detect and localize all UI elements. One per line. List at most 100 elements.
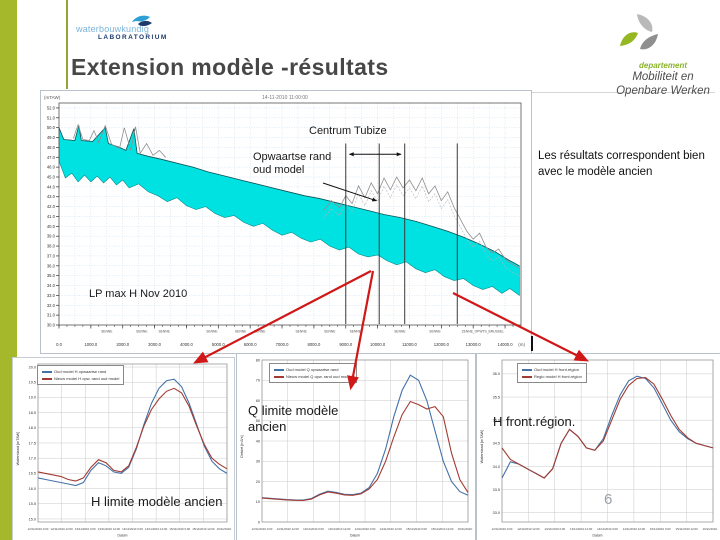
svg-text:SENNE: SENNE	[136, 330, 148, 334]
svg-text:30.0: 30.0	[47, 323, 56, 328]
svg-text:(m): (m)	[518, 342, 525, 347]
svg-text:5000.0: 5000.0	[212, 342, 225, 347]
svg-text:SENNE: SENNE	[350, 330, 362, 334]
svg-text:Datum: Datum	[350, 534, 360, 538]
svg-text:18.5: 18.5	[29, 411, 36, 415]
svg-text:34.5: 34.5	[493, 442, 500, 446]
legend: Oud model H front.région Regio model H f…	[517, 363, 587, 384]
waterbouwkundig-label: waterbouwkundig	[76, 24, 150, 34]
mow-departement-label: departement	[638, 61, 687, 70]
svg-text:Datum: Datum	[593, 534, 603, 538]
svg-text:33.5: 33.5	[493, 488, 500, 492]
svg-text:Waterstand [mTAW]: Waterstand [mTAW]	[480, 430, 484, 464]
svg-text:36.0: 36.0	[493, 372, 500, 376]
svg-text:SENNE: SENNE	[394, 330, 406, 334]
svg-text:38.0: 38.0	[47, 244, 56, 249]
mow-logo: departement Mobiliteit en Openbare Werke…	[608, 12, 718, 99]
svg-text:14000.0: 14000.0	[497, 342, 513, 347]
centrum-tubize-label: Centrum Tubize	[309, 125, 387, 137]
q-limite-chart: 12/11/2010 0:00 12/11/2010 12:00 13/11/201…	[236, 353, 476, 540]
svg-text:30: 30	[256, 460, 260, 464]
svg-text:52.0: 52.0	[47, 105, 56, 110]
page-number: 6	[604, 491, 613, 508]
main-profile-plot: 0.0 1000.0 2000.0 3000.0 4000.0 5000.0 6000.0 7…	[44, 95, 525, 347]
svg-text:12/11/2010 12:00: 12/11/2010 12:00	[50, 527, 73, 531]
svg-text:SENNE: SENNE	[254, 330, 266, 334]
svg-text:15.5: 15.5	[29, 502, 36, 506]
lp-max-label: LP max H Nov 2010	[89, 288, 188, 300]
svg-text:14/11/2010 0:00: 14/11/2010 0:00	[597, 527, 618, 531]
svg-text:50: 50	[256, 419, 260, 423]
svg-text:10: 10	[256, 500, 260, 504]
svg-text:ZENNE_OPWTS_BRUSSEL: ZENNE_OPWTS_BRUSSEL	[462, 330, 504, 334]
svg-text:80: 80	[256, 358, 260, 362]
svg-text:13/11/2010 0:00: 13/11/2010 0:00	[303, 527, 324, 531]
h-limite-label: H limite modèle ancien	[91, 494, 223, 509]
svg-text:39.0: 39.0	[47, 234, 56, 239]
svg-text:7000.0: 7000.0	[276, 342, 289, 347]
svg-text:14/11/2010 12:00: 14/11/2010 12:00	[380, 527, 403, 531]
svg-text:31.0: 31.0	[47, 313, 56, 318]
svg-text:Datum: Datum	[118, 534, 128, 538]
opwaartse-rand-label: Opwaartse rand oud model	[253, 151, 332, 176]
main-profile-chart: 0.0 1000.0 2000.0 3000.0 4000.0 5000.0 6000.0 7…	[40, 90, 532, 354]
svg-text:45.0: 45.0	[47, 175, 56, 180]
mow-openbare-werken-label: Openbare Werken	[616, 85, 710, 98]
svg-text:37.0: 37.0	[47, 253, 56, 258]
svg-text:19.5: 19.5	[29, 381, 36, 385]
svg-text:60: 60	[256, 399, 260, 403]
svg-text:13/11/2010 12:00: 13/11/2010 12:00	[98, 527, 121, 531]
svg-text:SENNE: SENNE	[101, 330, 113, 334]
svg-text:43.0: 43.0	[47, 194, 56, 199]
svg-text:40: 40	[256, 439, 260, 443]
svg-text:6000.0: 6000.0	[244, 342, 257, 347]
svg-text:14-11-2010 11:00:00: 14-11-2010 11:00:00	[262, 95, 308, 101]
svg-text:16/11/2010 0:00: 16/11/2010 0:00	[217, 527, 232, 531]
svg-text:12/11/2010 0:00: 12/11/2010 0:00	[492, 527, 513, 531]
svg-text:17.5: 17.5	[29, 441, 36, 445]
svg-text:70: 70	[256, 379, 260, 383]
svg-text:49.0: 49.0	[47, 135, 56, 140]
svg-text:20.0: 20.0	[29, 365, 36, 369]
svg-text:14/11/2010 0:00: 14/11/2010 0:00	[355, 527, 376, 531]
svg-text:11000.0: 11000.0	[402, 342, 417, 347]
svg-text:14/11/2010 12:00: 14/11/2010 12:00	[623, 527, 646, 531]
svg-text:SENNE: SENNE	[158, 330, 170, 334]
legend: Oud model H opwaartse rand Nieuw model H…	[37, 365, 125, 386]
svg-text:13/11/2010 0:00: 13/11/2010 0:00	[75, 527, 96, 531]
page-title: Extension modèle -résultats	[71, 54, 389, 80]
svg-text:1000.0: 1000.0	[84, 342, 97, 347]
svg-text:SENNE: SENNE	[295, 330, 307, 334]
svg-text:17.0: 17.0	[29, 456, 36, 460]
text-cursor	[531, 336, 533, 351]
svg-text:12/11/2010 12:00: 12/11/2010 12:00	[277, 527, 300, 531]
svg-text:50.0: 50.0	[47, 125, 56, 130]
svg-text:13/11/2010 12:00: 13/11/2010 12:00	[570, 527, 593, 531]
svg-text:9000.0: 9000.0	[339, 342, 352, 347]
svg-text:16/11/2010 0:00: 16/11/2010 0:00	[458, 527, 473, 531]
h-limite-chart: 12/11/2010 0:00 12/11/2010 12:00 13/11/201…	[12, 357, 235, 540]
svg-text:34.0: 34.0	[493, 465, 500, 469]
h-front-region-label: H front.région.	[493, 414, 576, 429]
svg-text:15/11/2010 0:00: 15/11/2010 0:00	[169, 527, 190, 531]
svg-text:12/11/2010 0:00: 12/11/2010 0:00	[252, 527, 273, 531]
waterbouwkundig-swoosh-icon	[128, 12, 154, 30]
svg-text:15/11/2010 0:00: 15/11/2010 0:00	[650, 527, 671, 531]
svg-text:16/11/2010 0:00: 16/11/2010 0:00	[703, 527, 718, 531]
svg-text:51.0: 51.0	[47, 115, 56, 120]
svg-text:Waterstand [mTAW]: Waterstand [mTAW]	[16, 432, 20, 466]
svg-text:10000.0: 10000.0	[370, 342, 386, 347]
svg-text:Debiet [m3/s]: Debiet [m3/s]	[240, 435, 244, 457]
svg-text:15/11/2010 12:00: 15/11/2010 12:00	[192, 527, 215, 531]
svg-text:0.0: 0.0	[56, 342, 62, 347]
svg-text:SENNE: SENNE	[235, 330, 247, 334]
svg-text:40.0: 40.0	[47, 224, 56, 229]
svg-text:47.0: 47.0	[47, 155, 56, 160]
svg-text:15/11/2010 12:00: 15/11/2010 12:00	[675, 527, 698, 531]
h-front-region-chart: 12/11/2010 0:00 12/11/2010 12:00 13/11/201…	[476, 353, 720, 540]
svg-text:13/11/2010 0:00: 13/11/2010 0:00	[544, 527, 565, 531]
svg-text:13/11/2010 12:00: 13/11/2010 12:00	[328, 527, 351, 531]
svg-text:SENNE: SENNE	[206, 330, 218, 334]
svg-text:SENNE: SENNE	[324, 330, 336, 334]
